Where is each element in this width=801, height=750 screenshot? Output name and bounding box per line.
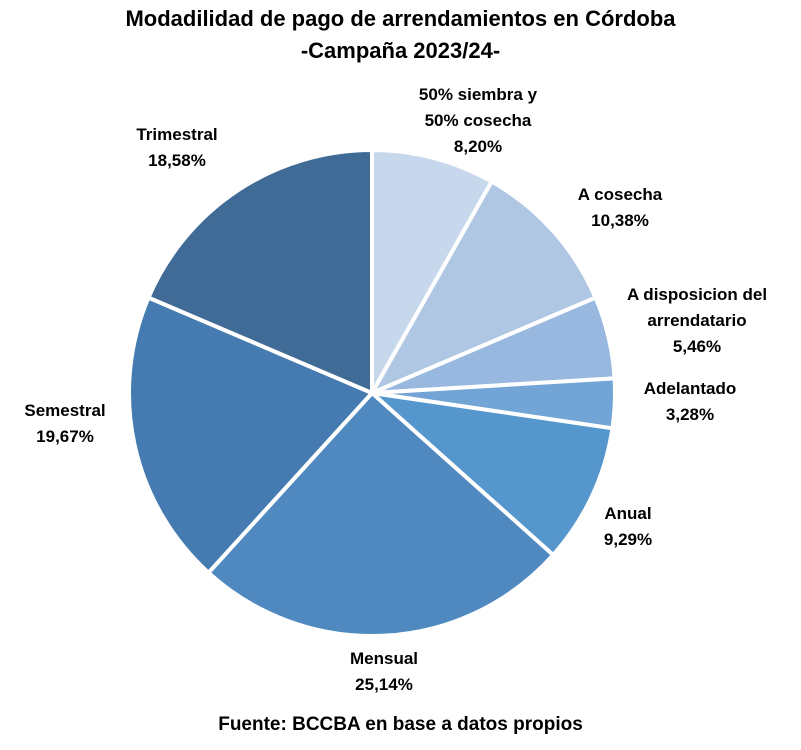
pie-slice — [127, 295, 374, 575]
slice-value-label: 10,38% — [591, 211, 649, 230]
chart-title-line1: Modadilidad de pago de arrendamientos en… — [125, 6, 676, 31]
slice-category-label: arrendatario — [647, 311, 746, 330]
slice-category-label: Trimestral — [136, 125, 217, 144]
slice-category-label: A disposicion del — [627, 285, 767, 304]
slice-category-label: 50% siembra y — [419, 85, 538, 104]
slice-value-label: 19,67% — [36, 427, 94, 446]
slice-category-label: A cosecha — [578, 185, 663, 204]
slice-value-label: 9,29% — [604, 530, 652, 549]
chart-title-line2: -Campaña 2023/24- — [300, 38, 501, 63]
pie-slice — [370, 391, 615, 557]
slice-value-label: 3,28% — [666, 405, 714, 424]
slice-category-label: Semestral — [24, 401, 105, 420]
pie-slice — [206, 391, 556, 638]
slice-category-label: Anual — [604, 504, 651, 523]
pie-slice — [146, 148, 374, 395]
slice-value-label: 25,14% — [355, 675, 413, 694]
chart-source: Fuente: BCCBA en base a datos propios — [218, 714, 583, 735]
slice-value-label: 5,46% — [673, 337, 721, 356]
pie-slice — [370, 148, 494, 395]
slice-category-label: Adelantado — [644, 379, 737, 398]
slice-category-label: Mensual — [350, 649, 418, 668]
slice-value-label: 8,20% — [454, 137, 502, 156]
pie-slice — [370, 179, 598, 395]
slice-value-label: 18,58% — [148, 151, 206, 170]
slice-category-label: 50% cosecha — [425, 111, 532, 130]
